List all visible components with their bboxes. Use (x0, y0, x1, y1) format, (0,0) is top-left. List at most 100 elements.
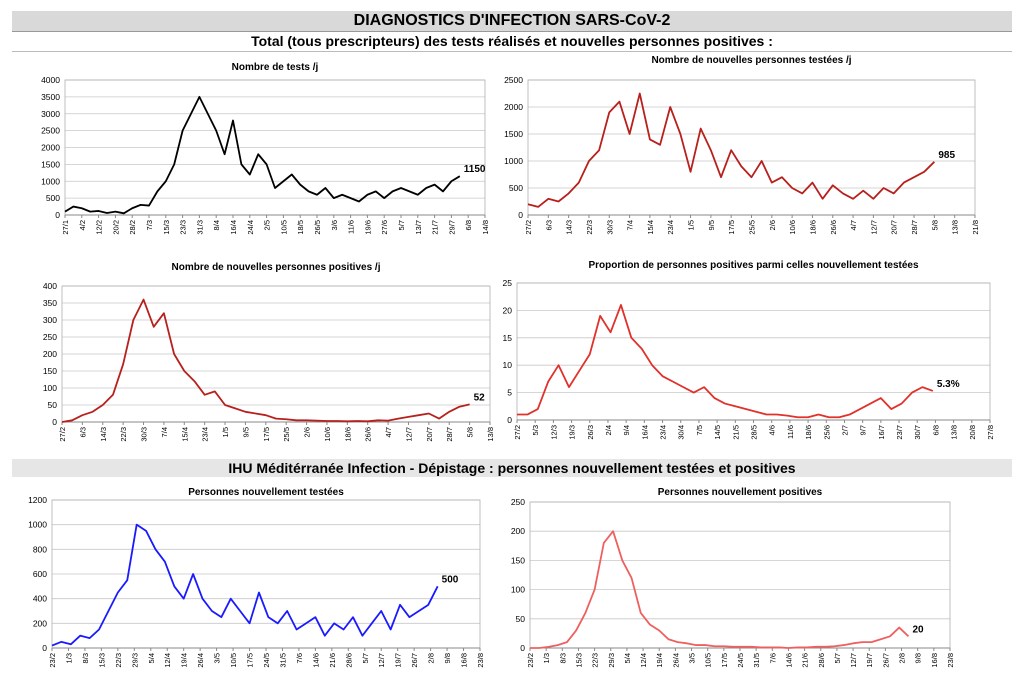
x-tick-label: 4/6 (768, 425, 777, 435)
x-tick-label: 23/7 (895, 425, 904, 440)
x-tick-label: 30/7 (913, 425, 922, 440)
last-value-label: 500 (442, 574, 459, 585)
x-tick-label: 8/3 (81, 653, 90, 663)
x-tick-label: 9/8 (443, 653, 452, 663)
x-tick-label: 26/3 (586, 425, 595, 440)
last-value-label: 5.3% (937, 379, 960, 390)
x-tick-label: 7/4 (160, 427, 169, 437)
y-tick-label: 500 (46, 193, 60, 203)
x-tick-label: 30/3 (140, 427, 149, 442)
x-tick-label: 4/7 (849, 220, 858, 230)
x-tick-label: 10/5 (279, 220, 288, 235)
x-tick-label: 5/7 (397, 220, 406, 230)
x-tick-label: 12/7 (849, 653, 858, 668)
x-tick-label: 15/3 (97, 653, 106, 668)
x-tick-label: 23/2 (48, 653, 57, 668)
x-tick-label: 20/2 (111, 220, 120, 235)
x-tick-label: 23/4 (659, 425, 668, 440)
x-tick-label: 14/6 (784, 653, 793, 668)
x-tick-label: 19/4 (180, 653, 189, 668)
x-tick-label: 2/6 (303, 427, 312, 437)
last-value-label: 52 (474, 392, 486, 403)
x-tick-label: 20/7 (425, 427, 434, 442)
chart-4: Personnes nouvellement testées 0 200 400 600… (28, 487, 485, 668)
x-tick-label: 7/6 (768, 653, 777, 663)
y-tick-label: 1500 (504, 129, 523, 139)
x-tick-label: 5/3 (531, 425, 540, 435)
x-tick-label: 18/6 (804, 425, 813, 440)
x-tick-label: 2/7 (840, 425, 849, 435)
x-tick-label: 28/7 (445, 427, 454, 442)
x-tick-label: 14/3 (99, 427, 108, 442)
x-tick-label: 9/7 (859, 425, 868, 435)
x-tick-label: 12/4 (163, 653, 172, 668)
x-tick-label: 6/3 (78, 427, 87, 437)
x-tick-label: 7/4 (626, 220, 635, 230)
x-tick-label: 2/8 (898, 653, 907, 663)
y-tick-label: 50 (516, 614, 526, 624)
y-tick-label: 1500 (41, 159, 60, 169)
x-tick-label: 24/5 (736, 653, 745, 668)
x-tick-label: 21/8 (971, 220, 980, 235)
x-tick-label: 4/7 (384, 427, 393, 437)
y-tick-label: 0 (55, 210, 60, 220)
x-tick-label: 24/4 (246, 220, 255, 235)
x-tick-label: 27/8 (986, 425, 995, 440)
x-tick-label: 16/8 (930, 653, 939, 668)
x-tick-label: 10/5 (229, 653, 238, 668)
x-tick-label: 21/7 (431, 220, 440, 235)
y-tick-label: 1000 (41, 176, 60, 186)
series-line (517, 304, 934, 419)
y-tick-label: 1000 (28, 520, 47, 530)
x-tick-label: 22/3 (591, 653, 600, 668)
x-tick-label: 8/3 (558, 653, 567, 663)
page-title: DIAGNOSTICS D'INFECTION SARS-CoV-2 (12, 11, 1012, 31)
x-tick-label: 27/1 (61, 220, 70, 235)
x-tick-label: 10/6 (788, 220, 797, 235)
x-tick-label: 23/8 (476, 653, 485, 668)
section-title-ihu: IHU Méditérranée Infection - Dépistage :… (12, 459, 1012, 477)
x-tick-label: 28/6 (344, 653, 353, 668)
chart-0: Nombre de tests /j 0 500 1000 1500 2000 2500 30… (41, 62, 490, 235)
y-tick-label: 0 (507, 415, 512, 425)
x-tick-label: 1/5 (687, 220, 696, 230)
x-tick-label: 3/5 (213, 653, 222, 663)
series-line (61, 298, 470, 423)
x-tick-label: 23/2 (526, 653, 535, 668)
chart-title: Nombre de nouvelles personnes positives … (172, 262, 381, 273)
x-tick-label: 5/8 (466, 427, 475, 437)
x-tick-label: 26/4 (671, 653, 680, 668)
x-tick-label: 11/6 (786, 425, 795, 439)
x-tick-label: 5/4 (147, 653, 156, 663)
x-tick-label: 18/6 (808, 220, 817, 235)
y-tick-label: 20 (503, 305, 513, 315)
x-tick-label: 6/8 (931, 425, 940, 435)
x-tick-label: 2/6 (768, 220, 777, 230)
x-tick-label: 27/2 (513, 425, 522, 440)
last-value-label: 20 (912, 624, 924, 635)
x-tick-label: 15/4 (646, 220, 655, 235)
x-tick-label: 15/4 (180, 427, 189, 442)
x-tick-label: 17/5 (246, 653, 255, 668)
x-tick-label: 12/3 (549, 425, 558, 440)
x-tick-label: 26/7 (881, 653, 890, 668)
y-tick-label: 250 (511, 497, 525, 507)
x-tick-label: 29/3 (607, 653, 616, 668)
x-tick-label: 23/3 (179, 220, 188, 235)
x-tick-label: 19/3 (568, 425, 577, 440)
x-tick-label: 28/7 (910, 220, 919, 235)
x-tick-label: 12/2 (95, 220, 104, 235)
x-tick-label: 13/8 (950, 425, 959, 440)
y-tick-label: 2500 (41, 126, 60, 136)
x-tick-label: 17/5 (262, 427, 271, 442)
x-tick-label: 6/3 (544, 220, 553, 230)
y-tick-label: 1200 (28, 495, 47, 505)
series-line (64, 95, 461, 215)
x-tick-label: 2/8 (427, 653, 436, 663)
chart-title: Proportion de personnes positives parmi … (588, 260, 919, 271)
x-tick-label: 2/5 (263, 220, 272, 230)
x-tick-label: 27/6 (380, 220, 389, 235)
y-tick-label: 200 (33, 618, 47, 628)
x-tick-label: 30/4 (677, 425, 686, 440)
y-tick-label: 150 (43, 366, 57, 376)
